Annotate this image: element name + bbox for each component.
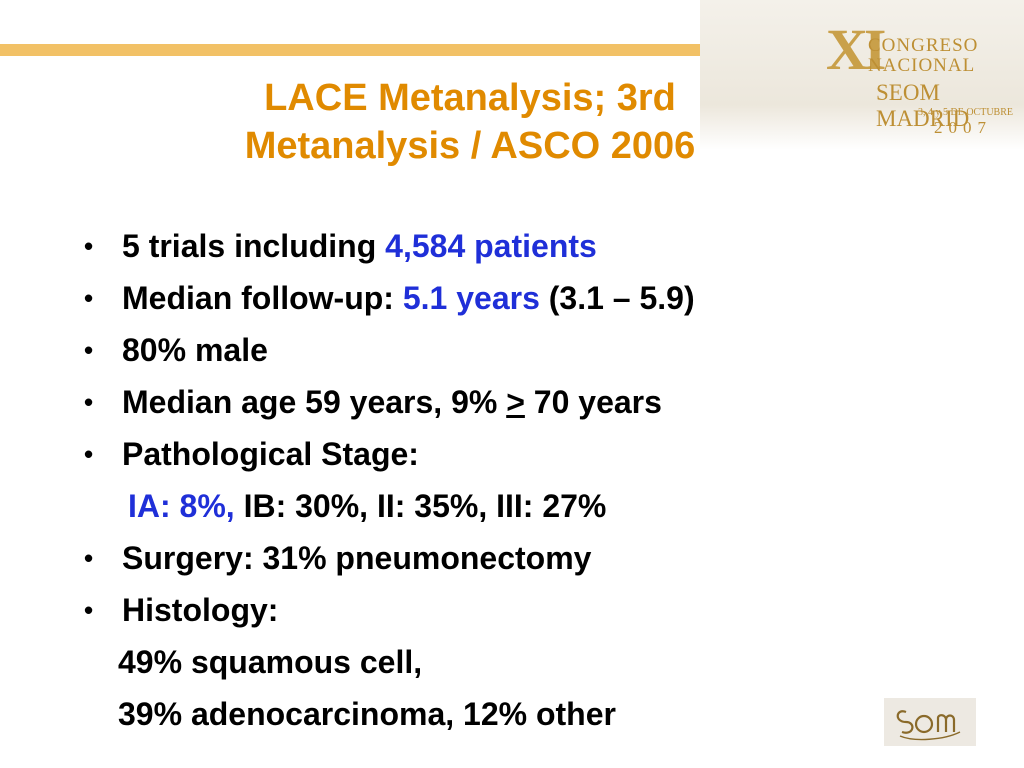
bullet-text: Median age 59 years, 9% [122, 384, 507, 420]
bullet-text: Surgery: 31% pneumonectomy [122, 540, 592, 576]
bullet-marker: • [84, 231, 94, 261]
seom-logo [884, 698, 976, 746]
patients-count: 4,584 patients [385, 228, 597, 264]
stage-ia-value: IA: 8%, [128, 488, 235, 524]
bullet-list: • 5 trials including 4,584 patients • Me… [84, 220, 864, 740]
congress-logo-year: 2007 [934, 118, 992, 137]
congress-logo-seom: SEOM MADRID [876, 80, 970, 131]
congress-logo-line-2: NACIONAL [868, 55, 976, 76]
bullet-marker: • [84, 543, 94, 573]
bullet-item-male: • 80% male [84, 324, 864, 376]
bullet-text: 5 trials including [122, 228, 386, 264]
bullet-marker: • [84, 283, 94, 313]
bullet-item-trials: • 5 trials including 4,584 patients [84, 220, 864, 272]
congress-logo-dates: 3, 4 y 5 DE OCTUBRE [918, 107, 1013, 118]
slide-title: LACE Metanalysis; 3rd Metanalysis / ASCO… [110, 74, 830, 170]
bullet-item-stage: • Pathological Stage: [84, 428, 864, 480]
stage-other-values: IB: 30%, II: 35%, III: 27% [234, 488, 607, 524]
bullet-text: 80% male [122, 332, 268, 368]
top-decorative-rule [0, 44, 830, 56]
congress-logo: XI CONGRESO NACIONAL SEOM MADRID 3, 4 y … [700, 0, 1024, 150]
bullet-item-age: • Median age 59 years, 9% > 70 years [84, 376, 864, 428]
age-threshold: 70 years [524, 384, 662, 420]
bullet-text: Median follow-up: [122, 280, 403, 316]
bullet-item-histology: • Histology: [84, 584, 864, 636]
congress-logo-line-1: CONGRESO [868, 35, 979, 56]
bullet-marker: • [84, 335, 94, 365]
histology-squamous: 49% squamous cell, [118, 644, 423, 680]
greater-or-equal-symbol: > [506, 384, 525, 420]
title-line-1: LACE Metanalysis; 3rd [264, 77, 676, 119]
bullet-text: Pathological Stage: [122, 436, 419, 472]
bullet-marker: • [84, 439, 94, 469]
bullet-marker: • [84, 387, 94, 417]
seom-logo-mark [896, 710, 961, 741]
bullet-marker: • [84, 595, 94, 625]
bullet-item-follow-up: • Median follow-up: 5.1 years (3.1 – 5.9… [84, 272, 864, 324]
congress-logo-roman-numeral: XI [826, 17, 887, 82]
bullet-text: Histology: [122, 592, 279, 628]
title-line-2: Metanalysis / ASCO 2006 [244, 125, 696, 167]
stage-breakdown: IA: 8%, IB: 30%, II: 35%, III: 27% [84, 480, 864, 532]
histology-adeno-other: 39% adenocarcinoma, 12% other [118, 696, 616, 732]
follow-up-range: (3.1 – 5.9) [539, 280, 695, 316]
bullet-item-surgery: • Surgery: 31% pneumonectomy [84, 532, 864, 584]
median-follow-up-value: 5.1 years [402, 280, 540, 316]
